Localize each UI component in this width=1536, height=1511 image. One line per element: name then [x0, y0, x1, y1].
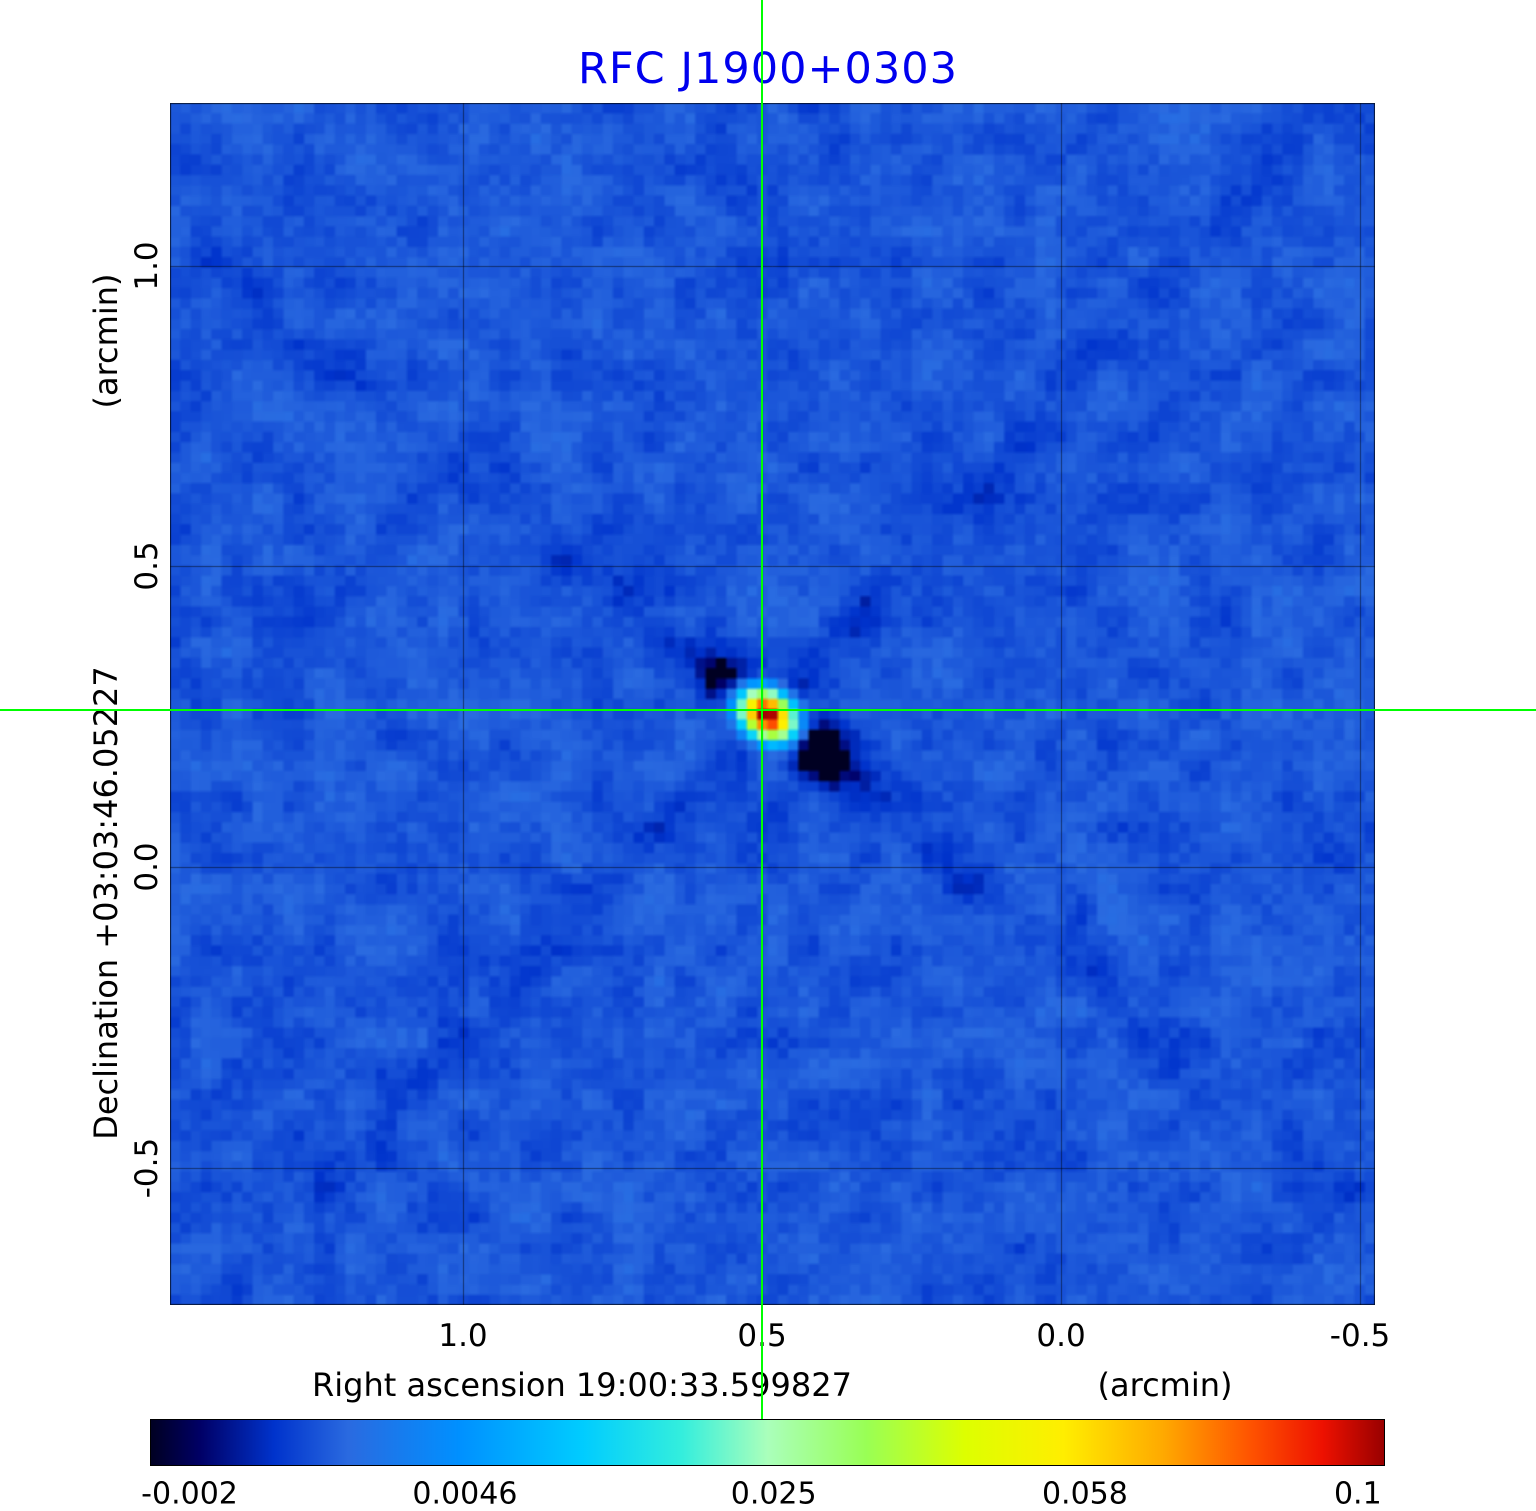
- y-axis-unit: (arcmin): [87, 273, 125, 409]
- sky-image-plot: [170, 103, 1375, 1305]
- heatmap-canvas: [170, 103, 1375, 1305]
- y-tick-label: 1.0: [129, 240, 165, 291]
- y-tick-label: 0.5: [129, 541, 165, 592]
- y-axis-label: Declination +03:03:46.05227: [87, 666, 125, 1140]
- colorbar: [150, 1419, 1385, 1466]
- colorbar-tick-label: 0.0046: [412, 1476, 518, 1511]
- y-tick-label: -0.5: [129, 1138, 165, 1199]
- colorbar-tick-label: 0.025: [730, 1476, 817, 1511]
- colorbar-tick-label: 0.058: [1041, 1476, 1128, 1511]
- plot-title: RFC J1900+0303: [578, 44, 958, 94]
- colorbar-tick-label: 0.1: [1333, 1476, 1382, 1511]
- x-axis-label: Right ascension 19:00:33.599827: [312, 1366, 852, 1404]
- y-tick-label: 0.0: [129, 842, 165, 893]
- x-tick-label: -0.5: [1329, 1318, 1391, 1354]
- colorbar-tick-label: -0.002: [141, 1476, 238, 1511]
- x-tick-label: 1.0: [438, 1318, 488, 1354]
- x-axis-unit: (arcmin): [1097, 1366, 1233, 1404]
- x-tick-label: 0.5: [737, 1318, 787, 1354]
- x-tick-label: 0.0: [1036, 1318, 1086, 1354]
